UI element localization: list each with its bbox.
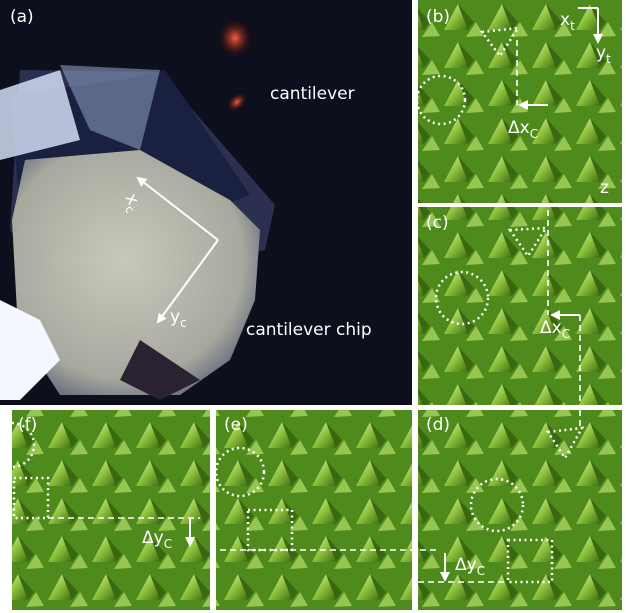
panel-d: (d) ΔyC — [418, 410, 622, 610]
panel-label: (c) — [426, 213, 449, 233]
panel-c: (c) ΔxC — [418, 207, 622, 405]
annotation: cantilever — [270, 84, 355, 104]
figure: (a) cantilever cantilever chip xc yc (b)… — [0, 0, 626, 613]
panel-b: (b) xt yt z ΔxC — [417, 0, 622, 203]
panel-label: (a) — [10, 7, 34, 27]
panel-label: (f) — [18, 415, 37, 435]
axis-label: z — [600, 178, 609, 198]
panel-label: (e) — [224, 415, 248, 435]
annotation: cantilever chip — [246, 320, 372, 340]
panel-e: (e) — [190, 410, 440, 610]
panel-label: (d) — [426, 415, 450, 435]
panel-f: (f) ΔyC — [12, 410, 210, 610]
panel-label: (b) — [426, 7, 450, 27]
panel-a: (a) cantilever cantilever chip xc yc — [0, 0, 412, 405]
